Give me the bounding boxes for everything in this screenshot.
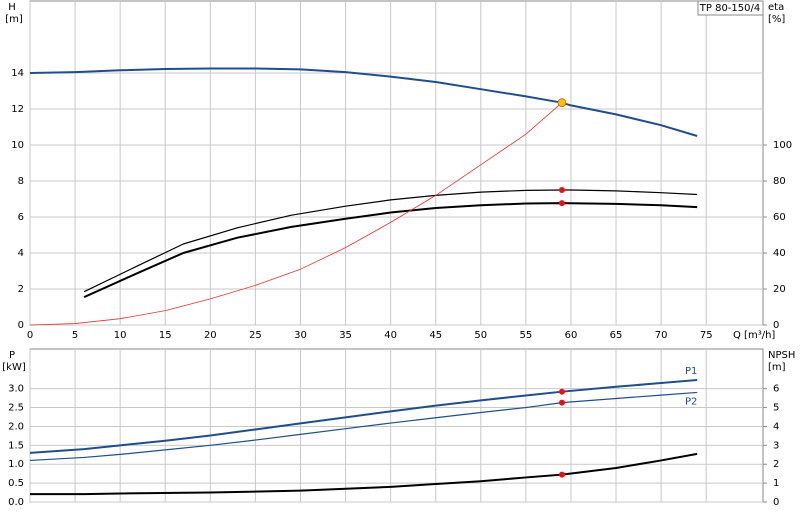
x-tick-label: 5 [72, 330, 78, 341]
x-tick-label: 30 [294, 330, 307, 341]
y2-tick-label: 0 [773, 497, 779, 508]
y-tick-label: 0.5 [8, 478, 24, 489]
duty-point [558, 200, 565, 207]
y2-axis-unit: [%] [768, 14, 785, 25]
x-tick-label: 70 [655, 330, 668, 341]
y2-tick-label: 4 [773, 421, 779, 432]
x-tick-label: 55 [520, 330, 533, 341]
x-tick-label: 75 [700, 330, 713, 341]
y-tick-label: 1.5 [8, 440, 24, 451]
y2-tick-label: 80 [773, 176, 786, 187]
curve [29, 378, 698, 454]
curve [83, 202, 698, 299]
x-axis-label: Q [m³/h] [733, 330, 775, 341]
plot-frame [29, 0, 764, 326]
series-label: P1 [685, 366, 697, 377]
y2-tick-label: 20 [773, 284, 786, 295]
x-tick-label: 50 [474, 330, 487, 341]
x-tick-label: 60 [565, 330, 578, 341]
y-tick-label: 8 [18, 176, 24, 187]
x-tick-label: 10 [114, 330, 127, 341]
x-tick-label: 0 [27, 330, 33, 341]
x-tick-label: 40 [384, 330, 397, 341]
y2-tick-label: 5 [773, 403, 779, 414]
curve [29, 67, 698, 137]
y2-tick-label: 0 [773, 320, 779, 331]
y2-tick-label: 60 [773, 212, 786, 223]
y-tick-label: 2.0 [8, 421, 24, 432]
chart-title: TP 80-150/4 [699, 3, 760, 14]
y-tick-label: 3.0 [8, 384, 24, 395]
y2-tick-label: 3 [773, 440, 779, 451]
curve [29, 102, 563, 326]
curve [30, 452, 698, 496]
y-tick-label: 12 [11, 104, 24, 115]
y-axis-unit: [kW] [2, 362, 26, 373]
x-tick-label: 45 [429, 330, 442, 341]
title-box [697, 0, 764, 16]
y2-axis-unit: [m] [768, 362, 786, 373]
y2-axis-label: eta [768, 2, 784, 13]
y-tick-label: 4 [18, 248, 24, 259]
curve [29, 391, 698, 462]
y-tick-label: 2 [18, 284, 24, 295]
y-tick-label: 6 [18, 212, 24, 223]
y-axis-unit: [m] [5, 14, 23, 25]
y-tick-label: 2.5 [8, 403, 24, 414]
duty-point [558, 187, 565, 193]
y2-tick-label: 6 [773, 384, 779, 395]
y-tick-label: 1.0 [8, 459, 24, 470]
plot-frame [29, 348, 764, 503]
y-axis-label: H [8, 2, 16, 13]
y-axis-label: P [9, 350, 15, 361]
y2-tick-label: 2 [773, 459, 779, 470]
x-tick-label: 25 [249, 330, 262, 341]
duty-point [558, 388, 565, 395]
x-tick-label: 35 [339, 330, 352, 341]
duty-point [557, 98, 567, 108]
y-tick-label: 14 [11, 68, 24, 79]
y2-tick-label: 1 [773, 478, 779, 489]
y2-tick-label: 40 [773, 248, 786, 259]
y2-tick-label: 100 [773, 140, 792, 151]
duty-point [558, 471, 565, 478]
x-tick-label: 20 [204, 330, 217, 341]
x-tick-label: 15 [159, 330, 172, 341]
x-tick-label: 65 [610, 330, 623, 341]
duty-point [558, 399, 565, 406]
series-label: P2 [685, 396, 697, 407]
y2-axis-label: NPSH [768, 350, 795, 361]
y-tick-label: 10 [11, 140, 24, 151]
y-tick-label: 0.0 [8, 497, 24, 508]
y-tick-label: 0 [18, 320, 24, 331]
